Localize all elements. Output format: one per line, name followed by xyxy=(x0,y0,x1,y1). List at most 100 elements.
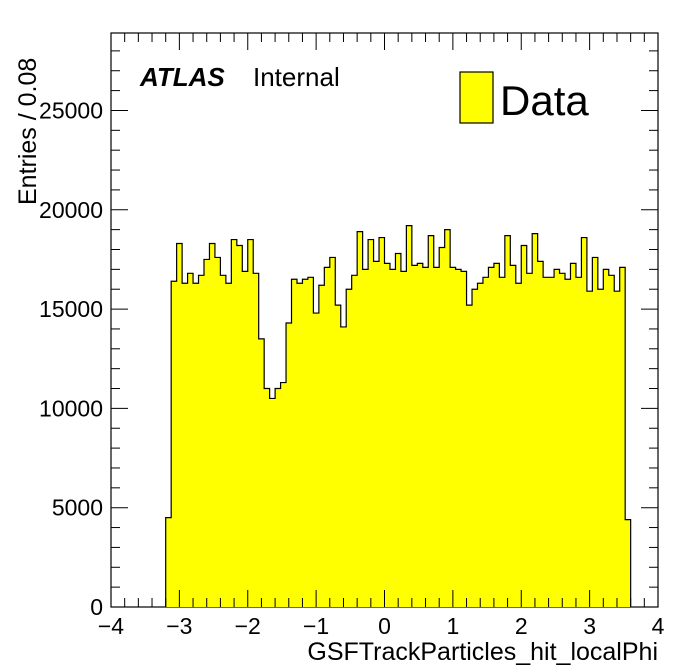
histogram-bin xyxy=(499,277,506,607)
histogram-bin xyxy=(247,239,254,607)
histogram-bin xyxy=(329,257,336,607)
histogram-bin xyxy=(176,243,183,607)
histogram-bin xyxy=(548,277,555,607)
y-tick-label: 5000 xyxy=(52,495,103,521)
y-tick-label: 0 xyxy=(90,594,103,620)
histogram-bin xyxy=(182,283,188,607)
histogram-bin xyxy=(493,263,500,607)
histogram-bin xyxy=(368,239,374,607)
histogram-bin xyxy=(450,267,457,607)
histogram-bin xyxy=(532,233,539,607)
histogram-bin xyxy=(433,267,440,607)
histogram-bin xyxy=(318,285,325,607)
y-tick-label: 10000 xyxy=(39,395,103,421)
histogram-bin xyxy=(264,388,271,607)
histogram-bin xyxy=(510,265,517,607)
histogram-bin xyxy=(187,273,194,607)
histogram-bin xyxy=(472,289,478,607)
x-tick-label: 3 xyxy=(583,613,596,639)
y-axis-label: Entries / 0.08 xyxy=(14,58,42,205)
histogram-bin xyxy=(411,265,418,607)
y-tick-label: 15000 xyxy=(39,296,103,322)
histogram-bin xyxy=(362,269,369,607)
histogram-bin xyxy=(406,225,413,607)
histogram-bin xyxy=(488,267,495,607)
histogram-bin xyxy=(422,267,429,607)
histogram-bin xyxy=(373,261,380,607)
x-ticks: −4 −3 −2 −1 0 1 2 3 4 xyxy=(98,33,665,639)
histogram-bin xyxy=(400,271,407,607)
histogram-bin xyxy=(165,517,172,607)
histogram-bin xyxy=(351,275,358,607)
x-tick-label: 0 xyxy=(378,613,391,639)
histogram-bin xyxy=(466,305,473,607)
histogram-bin xyxy=(565,279,571,607)
histogram-bin xyxy=(625,519,632,607)
histogram-bin xyxy=(258,338,265,607)
histogram-bin xyxy=(554,269,560,607)
histogram-bin xyxy=(286,322,292,607)
histogram-bin xyxy=(296,283,303,607)
histogram-bin xyxy=(225,283,232,607)
histogram-bin xyxy=(608,275,615,607)
histogram-bin xyxy=(209,243,216,607)
histogram-bin xyxy=(275,388,281,607)
histogram-bin xyxy=(214,257,221,607)
histogram-bin xyxy=(428,235,435,607)
y-ticks: 0 5000 10000 15000 20000 25000 xyxy=(39,50,658,620)
histogram-bin xyxy=(198,275,205,607)
histogram-bin xyxy=(379,237,385,607)
histogram-bin xyxy=(455,269,462,607)
histogram-bin xyxy=(526,273,533,607)
histogram-bin xyxy=(220,275,227,607)
histogram-bin xyxy=(203,259,210,607)
histogram-bin xyxy=(280,382,287,607)
x-tick-label: 4 xyxy=(652,613,665,639)
legend-swatch xyxy=(459,71,494,124)
x-tick-label: 2 xyxy=(515,613,528,639)
legend-label: Data xyxy=(500,77,589,124)
histogram-bin xyxy=(597,289,604,607)
histogram-bin xyxy=(324,267,331,607)
x-tick-label: −4 xyxy=(98,613,124,639)
histogram-bin xyxy=(236,245,243,607)
histogram-bin xyxy=(302,279,309,607)
histogram-bin xyxy=(346,289,353,607)
histogram-bin xyxy=(515,283,522,607)
histogram-bin xyxy=(619,267,626,607)
histogram-bin xyxy=(253,273,260,607)
histogram-bin xyxy=(559,273,566,607)
histogram-bin xyxy=(614,291,621,607)
histogram-bin xyxy=(171,281,178,607)
histogram-bin xyxy=(537,261,544,607)
y-tick-label: 20000 xyxy=(39,197,103,223)
histogram-bin xyxy=(307,277,314,607)
histogram-bin xyxy=(521,245,528,607)
x-tick-label: −2 xyxy=(235,613,261,639)
histogram-bin xyxy=(570,263,577,607)
x-tick-label: −1 xyxy=(303,613,329,639)
histogram-bin xyxy=(384,263,391,607)
x-axis-label: GSFTrackParticles_hit_localPhi xyxy=(307,638,658,666)
histogram-bin xyxy=(417,263,424,607)
histogram-bin xyxy=(231,239,238,607)
histogram-bin xyxy=(603,269,610,607)
atlas-label: ATLAS xyxy=(139,62,225,92)
histogram-bin xyxy=(357,231,364,608)
histogram-bin xyxy=(581,237,588,607)
histogram-bin xyxy=(543,277,549,607)
histogram-bin xyxy=(444,229,451,607)
x-tick-label: −3 xyxy=(166,613,192,639)
histogram-bin xyxy=(313,313,320,607)
histogram-bin xyxy=(291,279,298,607)
y-tick-label: 25000 xyxy=(39,97,103,123)
histogram-bars xyxy=(165,225,632,608)
histogram-bin xyxy=(395,253,402,607)
histogram-bin xyxy=(335,305,342,607)
histogram-bin xyxy=(269,398,276,607)
histogram-bin xyxy=(439,247,446,607)
histogram-bin xyxy=(242,271,249,607)
histogram-outline xyxy=(165,225,632,607)
x-tick-label: 1 xyxy=(446,613,459,639)
